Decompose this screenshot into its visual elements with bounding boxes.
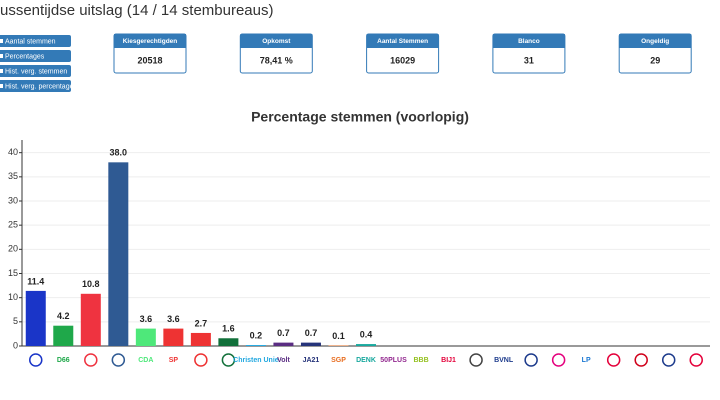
x-tick-label: BBB (413, 357, 428, 364)
x-tick-label: SP (169, 357, 179, 364)
party-logo (606, 353, 621, 367)
bar (218, 338, 239, 346)
party-logo (469, 353, 483, 367)
value-label: 10.8 (82, 279, 100, 289)
view-button[interactable] (0, 80, 71, 92)
button-label[interactable]: Hist. verg. percentages (5, 83, 77, 90)
stat-label: Opkomst (262, 38, 291, 45)
bar (190, 332, 211, 346)
value-label: 3.6 (140, 314, 153, 324)
view-button[interactable] (0, 35, 71, 47)
value-label: 0.2 (250, 330, 263, 340)
y-tick-label: 35 (8, 171, 18, 181)
x-tick-label: CDA (138, 357, 153, 364)
value-label: 11.4 (27, 276, 44, 286)
value-label: 0.7 (277, 328, 290, 338)
x-tick-label: SGP (331, 357, 346, 364)
button-icon (0, 69, 3, 73)
stat-value: 16029 (390, 55, 415, 65)
stat-value: 29 (650, 55, 660, 65)
bar (245, 345, 266, 346)
view-button[interactable] (0, 65, 71, 77)
value-label: 0.1 (332, 331, 345, 341)
party-logo (524, 353, 538, 367)
party-logo (634, 353, 648, 367)
stat-value: 78,41 % (260, 55, 293, 65)
party-logo (84, 353, 98, 367)
button-icon (0, 84, 3, 88)
chart-title: Percentage stemmen (voorlopig) (251, 109, 469, 125)
x-tick-label: JA21 (303, 357, 320, 364)
y-tick-label: 40 (8, 147, 18, 157)
value-label: 2.7 (195, 318, 208, 328)
stat-card-header (240, 34, 313, 48)
stat-card-header (619, 34, 692, 48)
party-logo (111, 353, 126, 367)
bar (135, 328, 156, 346)
bar (25, 290, 46, 346)
stat-label: Ongeldig (641, 38, 669, 45)
page-title: ussentijdse uitslag (14 / 14 stembureaus… (0, 2, 273, 19)
party-logo (221, 353, 236, 367)
party-logo (194, 353, 208, 367)
x-tick-label: DENK (356, 357, 376, 364)
x-tick-label: BVNL (494, 357, 514, 364)
bar (108, 162, 129, 346)
button-label[interactable]: Hist. verg. stemmen (5, 68, 67, 75)
bar (300, 342, 321, 346)
party-logo (689, 353, 703, 367)
party-logo (661, 353, 676, 367)
view-button[interactable] (0, 50, 71, 62)
value-label: 0.4 (360, 329, 373, 339)
y-tick-label: 10 (8, 292, 18, 302)
bar (273, 342, 294, 346)
stat-label: Kiesgerechtigden (123, 38, 178, 45)
stat-card-header (114, 34, 186, 48)
y-tick-label: 15 (8, 268, 18, 278)
button-label[interactable]: Aantal stemmen (5, 38, 56, 45)
bar (163, 328, 184, 346)
y-tick-label: 20 (8, 244, 18, 254)
y-tick-label: 5 (13, 316, 18, 326)
button-label[interactable]: Percentages (5, 53, 45, 60)
value-label: 4.2 (57, 311, 70, 321)
stat-card-header (366, 34, 439, 48)
value-label: 0.7 (305, 328, 318, 338)
party-logo (551, 353, 566, 367)
stat-value: 31 (524, 55, 534, 65)
value-label: 1.6 (222, 324, 235, 334)
x-tick-label: 50PLUS (380, 357, 407, 364)
bar (53, 325, 74, 346)
y-tick-label: 0 (13, 340, 18, 350)
value-label: 38.0 (110, 148, 128, 158)
stat-value: 20518 (137, 55, 162, 65)
x-tick-label: BIJ1 (441, 357, 456, 364)
x-tick-label: D66 (57, 357, 70, 364)
bar (80, 293, 101, 346)
x-tick-label: Christen Unie (233, 357, 279, 364)
stat-card-header (492, 34, 565, 48)
button-icon (0, 54, 3, 58)
x-tick-label: LP (582, 357, 591, 364)
party-logo (29, 353, 43, 367)
bar (356, 344, 376, 346)
button-icon (0, 39, 3, 43)
stat-label: Aantal Stemmen (377, 38, 428, 45)
value-label: 3.6 (167, 314, 180, 324)
stat-label: Blanco (518, 38, 540, 45)
y-tick-label: 30 (8, 195, 18, 205)
y-tick-label: 25 (8, 220, 18, 230)
x-tick-label: Volt (277, 357, 290, 364)
